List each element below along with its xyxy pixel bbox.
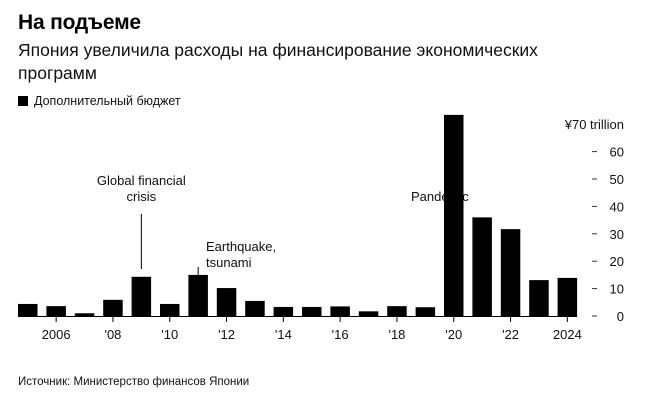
bar-2017	[358, 311, 379, 316]
x-tick-label: '14	[275, 327, 292, 342]
bar-2014	[273, 306, 294, 316]
bar-2005	[18, 303, 38, 316]
y-tick-label: 10	[610, 282, 624, 297]
chart-subtitle: Япония увеличила расходы на финансирован…	[18, 40, 538, 83]
bar-2024	[557, 277, 578, 316]
x-tick-label: '10	[161, 327, 178, 342]
y-tick-label: 20	[610, 254, 624, 269]
y-axis-top-label: ¥70 trillion	[564, 117, 624, 132]
y-tick-label: 60	[610, 145, 624, 160]
annotation-earthquake: Earthquake,	[206, 239, 276, 254]
x-tick-label: 2024	[553, 327, 582, 342]
bar-2023	[529, 280, 549, 316]
bar-2018	[387, 306, 407, 316]
chart-title: На подъеме	[18, 11, 141, 34]
x-tick-label: '16	[332, 327, 349, 342]
x-tick-label: '22	[502, 327, 519, 342]
source-note: Источник: Министерство финансов Японии	[18, 376, 250, 388]
x-tick-label: '08	[104, 327, 121, 342]
bar-2006	[46, 306, 66, 316]
bar-2008	[103, 299, 123, 316]
bar-2022	[500, 229, 521, 316]
bar-2009	[131, 276, 152, 316]
y-tick-label: 0	[617, 309, 624, 324]
y-tick-label: 30	[610, 227, 624, 242]
legend-label: Дополнительный бюджет	[34, 94, 181, 108]
bar-2010	[160, 303, 180, 316]
bar-2016	[330, 306, 350, 316]
y-tick-label: 50	[610, 172, 624, 187]
bar-2020	[444, 114, 464, 316]
bar-2013	[245, 300, 265, 316]
bar-2011	[188, 274, 208, 316]
y-tick-label: 40	[610, 199, 624, 214]
bar-2019	[415, 307, 436, 316]
bar-2015	[302, 306, 322, 316]
annotation-earthquake: tsunami	[206, 255, 252, 270]
x-tick-label: '20	[445, 327, 462, 342]
annotation-financial-crisis: Global financial	[97, 173, 186, 188]
bar-2007	[74, 313, 95, 316]
x-tick-label: 2006	[42, 327, 71, 342]
bar-2021	[472, 217, 492, 316]
legend: Дополнительный бюджет	[18, 94, 181, 108]
legend-swatch-icon	[18, 96, 28, 106]
x-tick-label: '12	[218, 327, 235, 342]
annotation-financial-crisis: crisis	[127, 189, 157, 204]
x-tick-label: '18	[388, 327, 405, 342]
bar-2012	[216, 288, 237, 316]
